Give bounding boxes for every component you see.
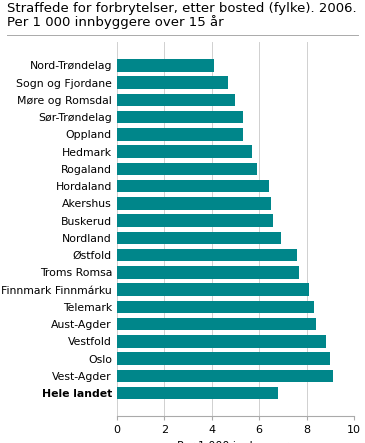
X-axis label: Per 1 000 innbyggere: Per 1 000 innbyggere xyxy=(177,441,294,443)
Bar xyxy=(117,214,273,227)
Bar xyxy=(117,93,235,106)
Bar xyxy=(117,197,271,210)
Bar xyxy=(117,76,228,89)
Bar xyxy=(117,284,309,296)
Bar xyxy=(117,180,269,192)
Bar xyxy=(117,301,314,313)
Bar xyxy=(117,111,243,123)
Bar xyxy=(117,353,330,365)
Text: Straffede for forbrytelser, etter bosted (fylke). 2006.: Straffede for forbrytelser, etter bosted… xyxy=(7,2,357,15)
Bar xyxy=(117,163,257,175)
Bar xyxy=(117,387,278,400)
Text: Per 1 000 innbyggere over 15 år: Per 1 000 innbyggere over 15 år xyxy=(7,16,224,30)
Bar xyxy=(117,318,316,330)
Bar xyxy=(117,59,214,71)
Bar xyxy=(117,266,299,279)
Bar xyxy=(117,335,326,348)
Bar xyxy=(117,145,252,158)
Bar xyxy=(117,128,243,140)
Bar xyxy=(117,249,297,261)
Bar xyxy=(117,232,280,244)
Bar xyxy=(117,370,333,382)
